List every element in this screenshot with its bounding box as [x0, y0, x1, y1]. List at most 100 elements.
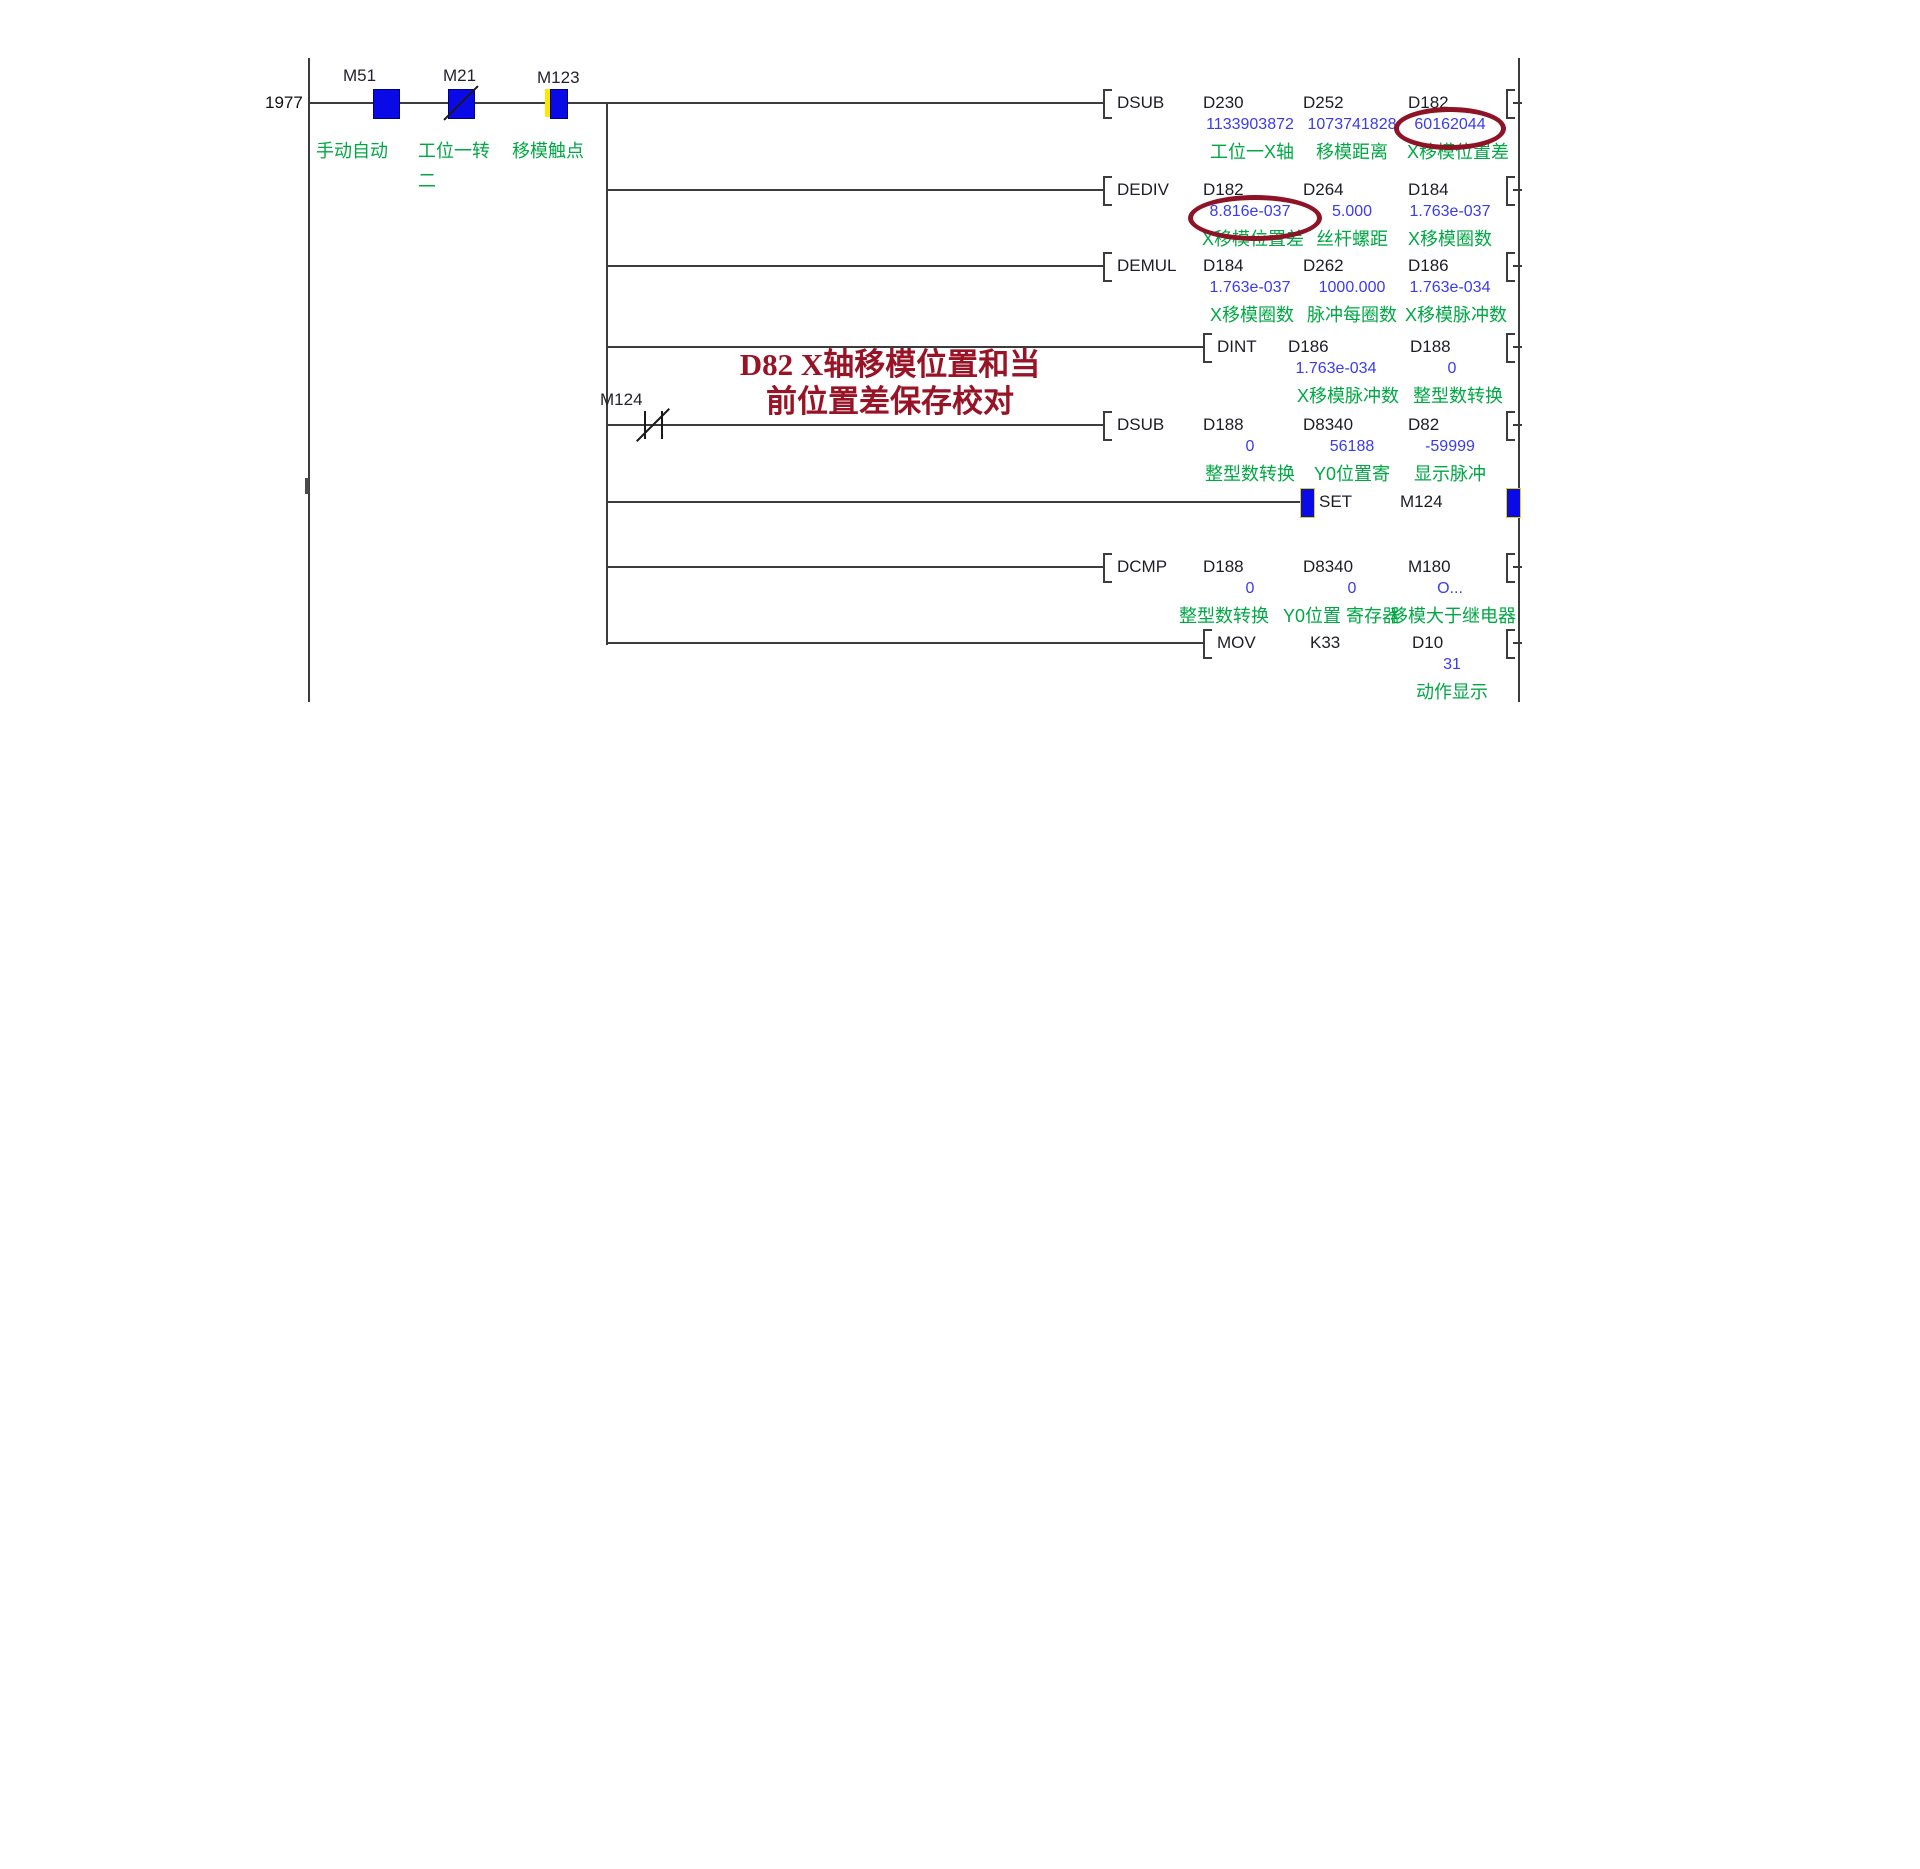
monitor-value: 1.763e-037: [1209, 279, 1291, 296]
monitor-value: 0: [1245, 580, 1255, 597]
rung-line-branch: [607, 265, 1104, 267]
monitor-value: 5.000: [1331, 203, 1373, 220]
device-comment: X移模圈数: [1209, 305, 1294, 325]
operand-register[interactable]: D262: [1303, 256, 1344, 275]
instruction-right-bracket: [1506, 629, 1522, 659]
operand-register[interactable]: D184: [1408, 180, 1449, 199]
instruction-name[interactable]: DINT: [1217, 337, 1257, 356]
operand-register[interactable]: D188: [1203, 557, 1244, 576]
set-energized-bar: [1300, 488, 1315, 518]
operand-register[interactable]: D188: [1203, 415, 1244, 434]
instruction-left-bracket: [1103, 89, 1112, 119]
rung-line-branch: [607, 346, 1203, 348]
rung-line-branch: [607, 501, 1302, 503]
monitor-value: 0: [1347, 580, 1357, 597]
monitor-value: 0: [1447, 360, 1457, 377]
instruction-right-bracket: [1506, 333, 1522, 363]
operand-register[interactable]: K33: [1310, 633, 1341, 652]
rung-line-branch: [607, 424, 1104, 426]
contact-device-label: M124: [600, 390, 643, 409]
contact-device-label: M21: [443, 66, 477, 85]
device-comment: 动作显示: [1416, 682, 1488, 702]
contact-m123-no[interactable]: [550, 89, 568, 119]
operand-register[interactable]: D188: [1410, 337, 1451, 356]
device-comment: 显示脉冲: [1414, 464, 1486, 484]
operand-register[interactable]: M124: [1400, 492, 1443, 511]
instruction-left-bracket: [1203, 333, 1212, 363]
device-comment: Y0位置 寄存器: [1283, 606, 1401, 626]
instruction-right-bracket: [1506, 411, 1522, 441]
device-comment: 整型数转换: [1179, 606, 1269, 626]
operand-register[interactable]: D264: [1303, 180, 1344, 199]
operand-register[interactable]: D252: [1303, 93, 1344, 112]
device-comment: 工位一X轴: [1209, 142, 1294, 162]
device-comment: X移模脉冲数: [1404, 305, 1507, 325]
contact-m51-no[interactable]: [373, 89, 400, 119]
contact-comment-line2: 二: [418, 171, 436, 191]
monitor-value: 1.763e-034: [1409, 279, 1491, 296]
device-comment: 移模距离: [1316, 142, 1388, 162]
operand-register[interactable]: D186: [1408, 256, 1449, 275]
device-comment: X移模圈数: [1407, 229, 1492, 249]
red-highlight-ellipse: [1188, 195, 1322, 241]
instruction-left-bracket: [1103, 411, 1112, 441]
monitor-value: 1133903872: [1206, 116, 1294, 133]
instruction-right-bracket: [1506, 553, 1522, 583]
annotation-note-line2: 前位置差保存校对: [766, 384, 1014, 419]
device-comment: 整型数转换: [1205, 464, 1295, 484]
rung-line-branch: [607, 189, 1104, 191]
instruction-name[interactable]: SET: [1319, 492, 1353, 511]
instruction-name[interactable]: DCMP: [1117, 557, 1168, 576]
left-rail-tick: [305, 478, 309, 494]
instruction-left-bracket: [1103, 252, 1112, 282]
rung-line-branch: [607, 642, 1203, 644]
contact-m124-nc[interactable]: [644, 411, 646, 439]
instruction-name[interactable]: DSUB: [1117, 415, 1165, 434]
instruction-left-bracket: [1203, 629, 1212, 659]
operand-register[interactable]: M180: [1408, 557, 1451, 576]
operand-register[interactable]: D82: [1408, 415, 1440, 434]
monitor-value: O...: [1437, 580, 1463, 597]
rung-line-main: [310, 102, 1104, 104]
monitor-value: 1000.000: [1318, 279, 1386, 296]
monitor-value: 56188: [1329, 438, 1375, 455]
monitor-value: 1.763e-034: [1295, 360, 1377, 377]
device-comment: Y0位置寄: [1313, 464, 1391, 484]
branch-vertical-line: [606, 102, 608, 645]
device-comment: X移模脉冲数: [1296, 386, 1399, 406]
monitor-value: 31: [1443, 656, 1461, 673]
instruction-right-bracket: [1506, 176, 1522, 206]
contact-device-label: M123: [537, 68, 580, 87]
rung-line-branch: [607, 566, 1104, 568]
operand-register[interactable]: D182: [1203, 180, 1244, 199]
instruction-name[interactable]: MOV: [1217, 633, 1256, 652]
contact-comment: 移模触点: [512, 141, 584, 161]
contact-m124-nc-bar: [661, 411, 663, 439]
monitor-value: 1.763e-037: [1409, 203, 1491, 220]
annotation-note-line1: D82 X轴移模位置和当: [739, 347, 1041, 382]
contact-comment: 工位一转: [418, 141, 490, 161]
operand-register[interactable]: D8340: [1303, 557, 1354, 576]
cursor-highlight: [545, 89, 550, 117]
contact-comment: 手动自动: [316, 141, 388, 161]
operand-register[interactable]: D10: [1412, 633, 1444, 652]
monitor-value: 1073741828: [1307, 116, 1397, 133]
left-power-rail: [308, 58, 310, 702]
instruction-right-bracket: [1506, 89, 1522, 119]
device-comment: 整型数转换: [1413, 386, 1503, 406]
operand-register[interactable]: D230: [1203, 93, 1244, 112]
operand-register[interactable]: D184: [1203, 256, 1244, 275]
instruction-name[interactable]: DEDIV: [1117, 180, 1169, 199]
monitor-value: -59999: [1425, 438, 1475, 455]
operand-register[interactable]: D8340: [1303, 415, 1354, 434]
monitor-value: 0: [1245, 438, 1255, 455]
instruction-name[interactable]: DEMUL: [1117, 256, 1177, 275]
contact-device-label: M51: [343, 66, 377, 85]
set-energized-bar: [1506, 488, 1521, 518]
device-comment: 脉冲每圈数: [1307, 305, 1397, 325]
operand-register[interactable]: D186: [1288, 337, 1329, 356]
device-comment: 丝杆螺距: [1316, 229, 1388, 249]
instruction-name[interactable]: DSUB: [1117, 93, 1165, 112]
annotation-note: D82 X轴移模位置和当 前位置差保存校对: [655, 346, 1125, 420]
instruction-left-bracket: [1103, 553, 1112, 583]
